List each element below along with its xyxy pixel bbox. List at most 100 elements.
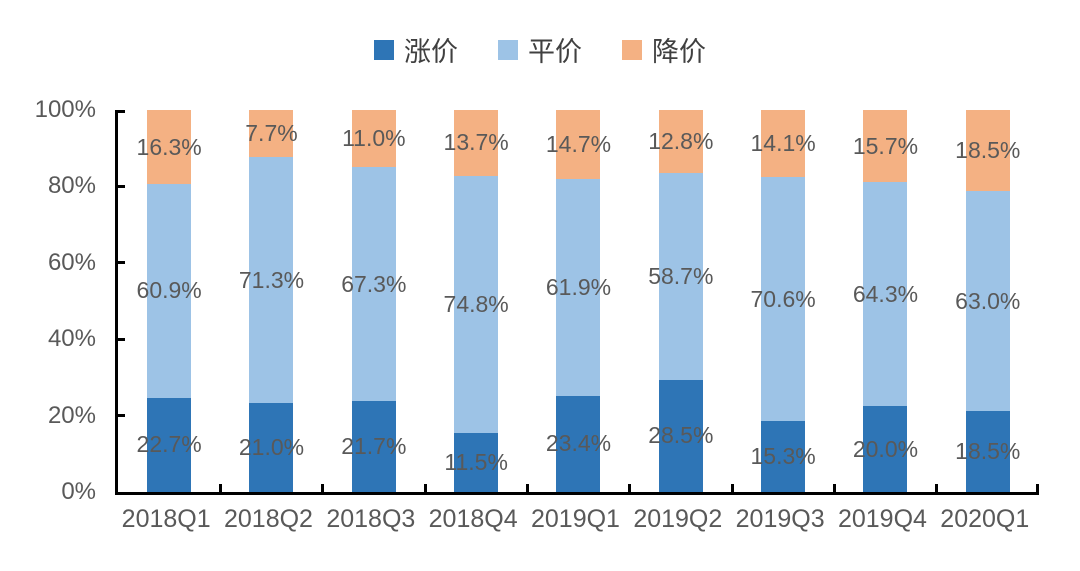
chart-legend: 涨价 平价 降价 — [0, 30, 1080, 69]
x-axis-label-2019Q1: 2019Q1 — [530, 505, 620, 533]
bar-2019Q2: 12.8% 58.7% 28.5% — [648, 110, 713, 492]
x-axis-labels: 2018Q1 2018Q2 2018Q3 2018Q4 2019Q1 2019Q2 2019… — [115, 505, 1036, 534]
x-axis-label-2019Q2: 2019Q2 — [633, 505, 723, 533]
segment-平价-2019Q1: 61.9% — [546, 179, 611, 396]
data-label-平价-2020Q1: 63.0% — [955, 287, 1021, 314]
x-axis-label-2019Q4: 2019Q4 — [837, 505, 927, 533]
y-tick-mark-40% — [118, 337, 125, 341]
segment-降价-2020Q1: 18.5% — [955, 110, 1020, 191]
data-label-平价-2018Q4: 74.8% — [443, 290, 509, 317]
bar-slot-2018Q3: 11.0% 67.3% 21.7% — [323, 110, 425, 493]
x-tick-mark-4 — [525, 484, 529, 492]
legend-item-price-down: 降价 — [622, 30, 706, 69]
segment-涨价-2019Q4: 20.0% — [853, 406, 918, 492]
x-tick-mark-8 — [935, 484, 939, 492]
data-label-降价-2019Q4: 15.7% — [852, 132, 919, 159]
bar-2018Q4: 13.7% 74.8% 11.5% — [444, 110, 509, 492]
bar-2019Q4: 15.7% 64.3% 20.0% — [853, 110, 918, 492]
y-tick-label-100%: 100% — [34, 96, 96, 123]
y-tick-mark-20% — [118, 414, 125, 418]
y-tick-label-80%: 80% — [47, 172, 96, 200]
x-tick-mark-7 — [832, 484, 836, 492]
bar-slot-2020Q1: 18.5% 63.0% 18.5% — [937, 110, 1039, 492]
data-label-降价-2019Q3: 14.1% — [750, 130, 816, 157]
legend-label-price-down: 降价 — [652, 37, 706, 67]
segment-降价-2019Q4: 15.7% — [853, 110, 918, 183]
data-label-降价-2018Q1: 16.3% — [136, 133, 202, 160]
segment-平价-2018Q1: 60.9% — [137, 184, 202, 398]
x-axis-label-2018Q1: 2018Q1 — [121, 505, 211, 533]
data-label-平价-2018Q2: 71.3% — [238, 266, 305, 293]
bar-2018Q2: 7.7% 71.3% 21.0% — [239, 110, 304, 492]
bar-slot-2018Q4: 13.7% 74.8% 11.5% — [425, 110, 527, 492]
data-label-平价-2019Q2: 58.7% — [648, 262, 714, 289]
segment-降价-2018Q3: 11.0% — [342, 110, 406, 168]
legend-swatch-price-up-icon — [374, 39, 394, 60]
data-label-涨价-2020Q1: 18.5% — [955, 438, 1021, 465]
bar-slot-2019Q1: 14.7% 61.9% 23.4% — [527, 110, 629, 492]
legend-swatch-price-flat-icon — [498, 39, 518, 60]
bar-2018Q1: 16.3% 60.9% 22.7% — [137, 110, 202, 492]
bars-container: 16.3% 60.9% 22.7% 7.7% 71.3% 21.0% 11.0% 67.3% 2… — [118, 110, 1039, 493]
y-tick-label-20%: 20% — [47, 401, 96, 429]
segment-降价-2019Q1: 14.7% — [546, 110, 611, 180]
plot-area: 16.3% 60.9% 22.7% 7.7% 71.3% 21.0% 11.0% 67.3% 2… — [115, 110, 1039, 495]
segment-平价-2019Q3: 70.6% — [751, 177, 816, 422]
segment-平价-2018Q3: 67.3% — [341, 167, 406, 402]
legend-item-price-up: 涨价 — [374, 30, 458, 69]
x-axis-label-2020Q1: 2020Q1 — [940, 505, 1030, 533]
bar-slot-2018Q2: 7.7% 71.3% 21.0% — [220, 110, 322, 492]
data-label-平价-2019Q1: 61.9% — [545, 273, 612, 300]
y-tick-mark-80% — [118, 184, 125, 188]
segment-涨价-2018Q2: 21.0% — [239, 403, 304, 492]
segment-涨价-2020Q1: 18.5% — [955, 411, 1020, 492]
data-label-降价-2018Q2: 7.7% — [245, 120, 298, 147]
legend-swatch-price-down-icon — [622, 39, 642, 60]
data-label-降价-2020Q1: 18.5% — [955, 136, 1021, 163]
bar-2019Q1: 14.7% 61.9% 23.4% — [546, 110, 611, 492]
segment-降价-2019Q3: 14.1% — [751, 110, 816, 178]
data-label-平价-2019Q4: 64.3% — [852, 280, 919, 307]
x-tick-mark-5 — [628, 484, 632, 492]
segment-平价-2018Q2: 71.3% — [239, 157, 304, 404]
x-axis-label-2018Q2: 2018Q2 — [224, 505, 313, 533]
segment-平价-2019Q4: 64.3% — [853, 182, 918, 407]
y-axis-labels: 0% 20% 40% 60% 80% 100% — [0, 97, 96, 505]
data-label-涨价-2018Q1: 22.7% — [136, 431, 202, 458]
segment-降价-2019Q2: 12.8% — [648, 110, 713, 174]
data-label-涨价-2018Q2: 21.0% — [238, 434, 305, 461]
bar-2019Q3: 14.1% 70.6% 15.3% — [751, 110, 816, 493]
segment-涨价-2019Q1: 23.4% — [546, 395, 611, 492]
data-label-降价-2019Q2: 12.8% — [648, 128, 714, 155]
y-tick-label-40%: 40% — [47, 325, 96, 353]
x-tick-mark-2 — [321, 484, 325, 492]
segment-降价-2018Q1: 16.3% — [137, 110, 202, 185]
x-tick-mark-1 — [218, 484, 222, 492]
segment-平价-2018Q4: 74.8% — [444, 175, 509, 433]
data-label-涨价-2019Q1: 23.4% — [545, 430, 612, 457]
data-label-涨价-2019Q4: 20.0% — [852, 435, 919, 462]
bar-slot-2019Q4: 15.7% 64.3% 20.0% — [834, 110, 936, 492]
y-tick-label-0%: 0% — [61, 478, 96, 505]
bar-slot-2019Q3: 14.1% 70.6% 15.3% — [732, 110, 834, 493]
x-axis-label-2018Q3: 2018Q3 — [326, 505, 416, 533]
segment-涨价-2019Q2: 28.5% — [648, 379, 713, 492]
y-tick-mark-60% — [118, 261, 125, 265]
segment-降价-2018Q2: 7.7% — [245, 110, 298, 158]
bar-2020Q1: 18.5% 63.0% 18.5% — [955, 110, 1020, 492]
x-tick-mark-3 — [423, 484, 427, 492]
data-label-降价-2019Q1: 14.7% — [545, 131, 612, 157]
data-label-平价-2018Q1: 60.9% — [136, 277, 202, 304]
bar-slot-2018Q1: 16.3% 60.9% 22.7% — [118, 110, 220, 492]
data-label-涨价-2019Q3: 15.3% — [750, 443, 816, 470]
x-tick-mark-6 — [730, 484, 734, 492]
y-tick-label-60%: 60% — [47, 248, 96, 276]
data-label-平价-2018Q3: 67.3% — [341, 270, 407, 297]
legend-item-price-flat: 平价 — [498, 30, 582, 69]
data-label-涨价-2019Q2: 28.5% — [648, 422, 714, 449]
segment-涨价-2018Q3: 21.7% — [341, 401, 406, 493]
bar-2018Q3: 11.0% 67.3% 21.7% — [341, 110, 406, 493]
y-tick-mark-100% — [118, 110, 125, 113]
data-label-平价-2019Q3: 70.6% — [750, 285, 816, 312]
